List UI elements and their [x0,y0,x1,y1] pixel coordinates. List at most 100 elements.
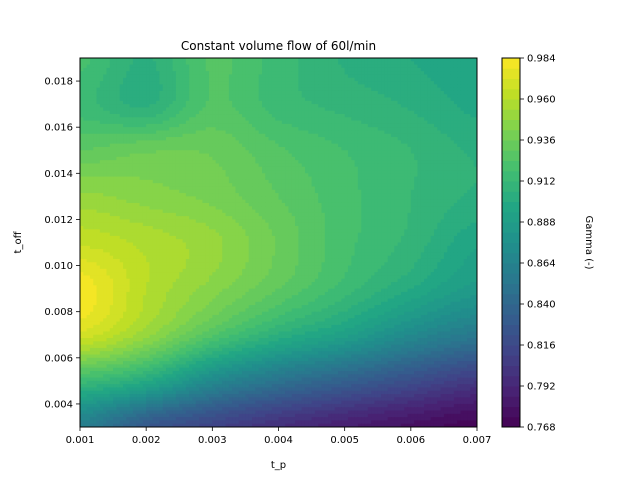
contour-cell [116,107,121,112]
contour-cell [159,110,164,115]
contour-cell [298,81,303,85]
contour-cell [311,71,316,76]
contour-cell [238,120,243,125]
contour-cell [116,71,121,76]
contour-cell [202,58,207,62]
contour-cell [437,104,442,109]
contour-cell [404,123,409,128]
contour-cell [103,94,108,99]
contour-cell [427,87,432,92]
contour-cell [166,67,170,72]
contour-cell [172,58,177,62]
contour-cell [268,100,273,105]
contour-cell [450,61,455,66]
contour-cell [314,90,319,95]
contour-cell [172,97,177,102]
contour-cell [367,77,372,82]
contour-cell [166,87,170,92]
contour-cell [218,114,223,118]
contour-cell [248,114,253,118]
contour-cell [424,107,428,112]
contour-cell [245,74,250,79]
contour-cell [381,97,385,102]
contour-cell [129,117,134,122]
contour-cell [132,120,137,125]
contour-cell [185,77,190,82]
contour-cell [384,97,389,102]
contour-cell [344,81,349,85]
contour-cell [175,100,180,105]
contour-cell [334,74,339,79]
contour-cell [410,127,415,132]
contour-cell [225,61,230,66]
contour-cell [119,114,124,118]
contour-cell [400,77,405,82]
contour-cell [106,67,111,72]
contour-cell [440,84,445,89]
contour-cell [126,87,131,92]
contour-cell [404,127,409,132]
contour-cell [189,94,194,99]
contour-cell [357,81,362,85]
contour-cell [371,61,376,66]
contour-cell [387,110,392,115]
contour-cell [437,61,442,66]
contour-cell [318,94,323,99]
contour-cell [202,74,207,79]
contour-cell [338,74,342,79]
contour-cell [384,64,389,69]
contour-cell [417,127,422,132]
contour-cell [149,107,154,112]
contour-cell [407,67,412,72]
contour-cell [301,120,306,125]
contour-cell [397,117,402,122]
contour-cell [232,74,237,79]
contour-cell [152,61,157,66]
contour-cell [417,64,422,69]
contour-cell [232,61,237,66]
contour-cell [205,120,210,125]
contour-cell [235,117,240,122]
contour-cell [374,90,379,95]
contour-cell [394,104,399,109]
contour-cell [347,87,352,92]
contour-cell [288,127,293,132]
contour-cell [338,87,342,92]
contour-cell [222,117,227,122]
contour-cell [433,110,438,115]
contour-cell [473,114,477,118]
contour-cell [400,104,405,109]
contour-cell [387,117,392,122]
contour-cell [222,107,227,112]
contour-cell [341,87,346,92]
contour-cell [457,71,462,76]
contour-cell [420,123,425,128]
contour-cell [235,90,240,95]
contour-cell [361,61,366,66]
contour-cell [139,84,144,89]
contour-cell [156,87,160,92]
contour-cell [113,94,117,99]
contour-cell [129,127,134,132]
contour-cell [199,90,204,95]
contour-cell [103,107,108,112]
contour-cell [381,71,385,76]
contour-cell [414,123,419,128]
contour-cell [89,71,94,76]
contour-cell [175,90,180,95]
contour-cell [414,107,419,112]
contour-cell [205,87,210,92]
contour-cell [424,84,428,89]
contour-cell [103,104,108,109]
contour-cell [189,90,194,95]
contour-cell [295,107,299,112]
contour-cell [354,107,359,112]
contour-cell [189,71,194,76]
contour-cell [116,81,121,85]
contour-cell [390,64,395,69]
contour-cell [400,110,405,115]
contour-cell [414,84,419,89]
contour-cell [252,74,256,79]
contour-cell [433,77,438,82]
contour-cell [232,71,237,76]
